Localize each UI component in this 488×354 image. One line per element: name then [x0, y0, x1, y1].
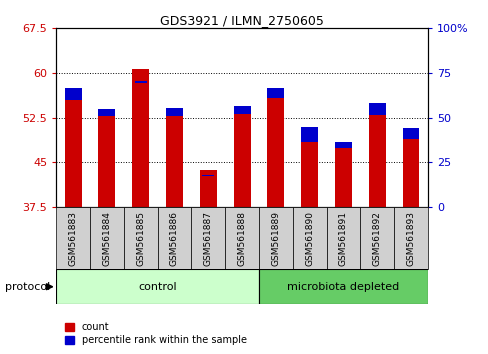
Text: microbiota depleted: microbiota depleted: [286, 282, 399, 292]
Text: control: control: [138, 282, 177, 292]
Text: GSM561891: GSM561891: [338, 211, 347, 266]
Bar: [132, 69, 149, 207]
Bar: [157, 207, 191, 269]
Bar: [64, 88, 81, 100]
Text: GSM561886: GSM561886: [170, 211, 179, 266]
Bar: [267, 98, 284, 207]
Text: GSM561887: GSM561887: [203, 211, 212, 266]
Text: GSM561888: GSM561888: [237, 211, 246, 266]
Bar: [267, 88, 284, 98]
Bar: [64, 100, 81, 207]
Text: GSM561884: GSM561884: [102, 211, 111, 266]
Bar: [326, 207, 360, 269]
Title: GDS3921 / ILMN_2750605: GDS3921 / ILMN_2750605: [160, 14, 324, 27]
Text: GSM561893: GSM561893: [406, 211, 415, 266]
Bar: [233, 114, 250, 207]
Text: protocol: protocol: [5, 282, 50, 292]
Bar: [191, 207, 224, 269]
Bar: [292, 207, 326, 269]
Text: GSM561883: GSM561883: [68, 211, 78, 266]
Bar: [334, 148, 351, 207]
Bar: [301, 142, 317, 207]
Bar: [135, 81, 146, 83]
Text: GSM561892: GSM561892: [372, 211, 381, 266]
Bar: [200, 170, 216, 207]
Legend: count, percentile rank within the sample: count, percentile rank within the sample: [61, 319, 250, 349]
Bar: [393, 207, 427, 269]
Bar: [334, 142, 351, 148]
Bar: [360, 207, 393, 269]
Bar: [56, 207, 90, 269]
Bar: [56, 269, 259, 304]
Bar: [368, 115, 385, 207]
Bar: [259, 269, 427, 304]
Bar: [123, 207, 157, 269]
Bar: [368, 103, 385, 115]
Text: GSM561890: GSM561890: [305, 211, 313, 266]
Bar: [259, 207, 292, 269]
Bar: [202, 175, 214, 176]
Text: GSM561885: GSM561885: [136, 211, 145, 266]
Bar: [233, 106, 250, 114]
Bar: [301, 127, 317, 142]
Bar: [402, 138, 419, 207]
Bar: [166, 108, 183, 116]
Bar: [90, 207, 123, 269]
Bar: [98, 116, 115, 207]
Bar: [166, 116, 183, 207]
Bar: [402, 128, 419, 138]
Bar: [98, 109, 115, 116]
Text: GSM561889: GSM561889: [271, 211, 280, 266]
Bar: [224, 207, 259, 269]
